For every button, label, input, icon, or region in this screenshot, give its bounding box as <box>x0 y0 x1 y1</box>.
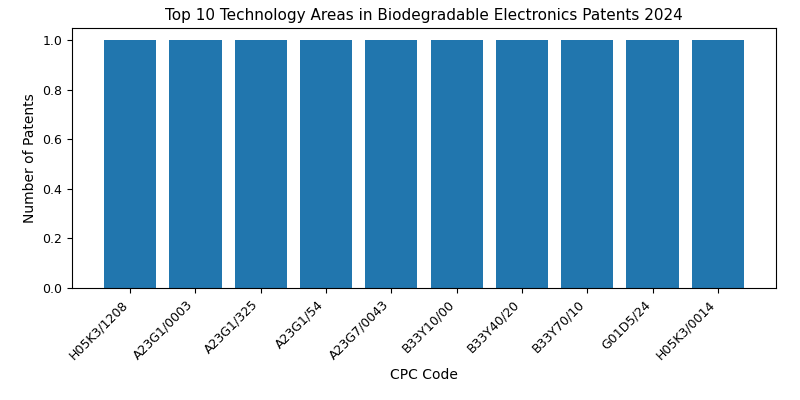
Bar <box>430 40 482 288</box>
Y-axis label: Number of Patents: Number of Patents <box>22 93 37 223</box>
Bar <box>234 40 287 288</box>
Bar <box>300 40 352 288</box>
Bar <box>692 40 744 288</box>
X-axis label: CPC Code: CPC Code <box>390 368 458 382</box>
Bar <box>170 40 222 288</box>
Bar <box>561 40 614 288</box>
Bar <box>626 40 678 288</box>
Bar <box>366 40 418 288</box>
Bar <box>496 40 548 288</box>
Title: Top 10 Technology Areas in Biodegradable Electronics Patents 2024: Top 10 Technology Areas in Biodegradable… <box>165 8 683 23</box>
Bar <box>104 40 156 288</box>
